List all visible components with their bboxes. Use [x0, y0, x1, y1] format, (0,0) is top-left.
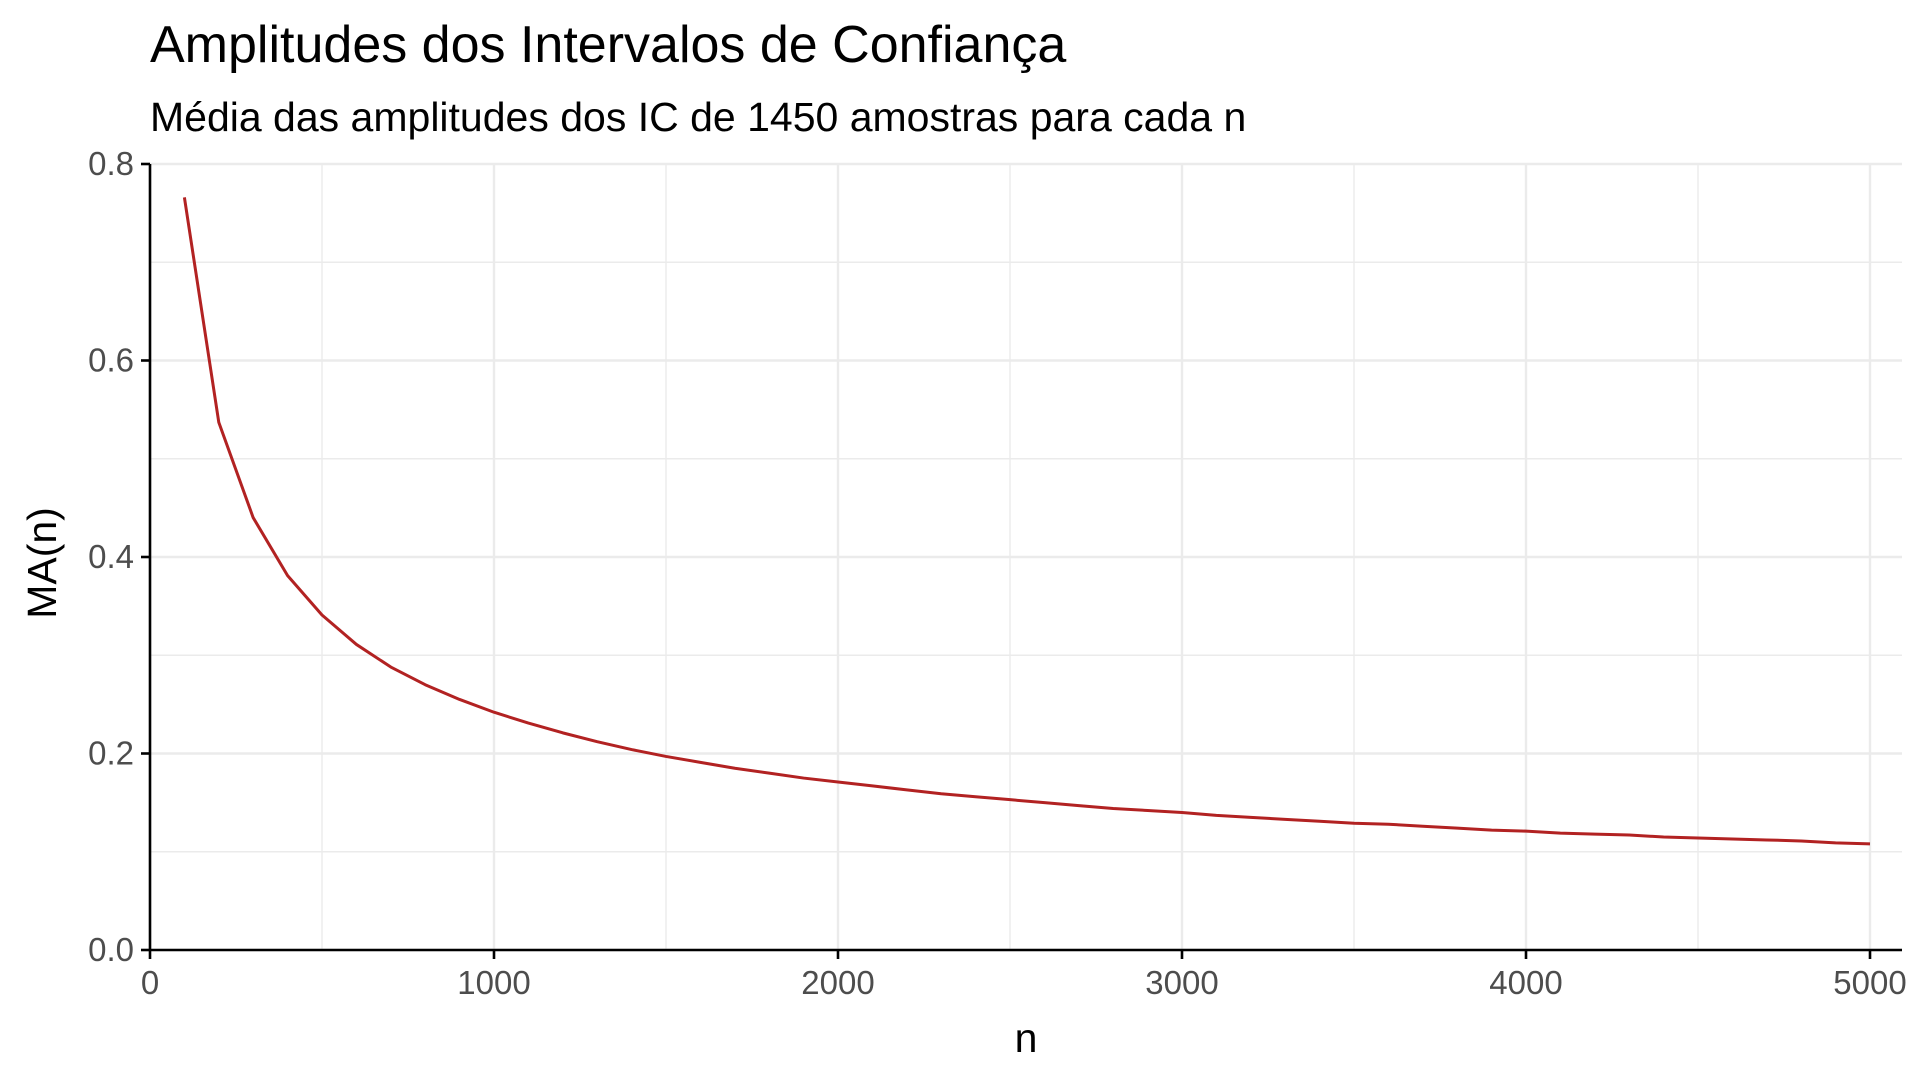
chart-title: Amplitudes dos Intervalos de Confiança	[150, 16, 1066, 74]
x-axis-title: n	[1015, 1015, 1038, 1061]
y-tick-label: 0.8	[88, 145, 134, 182]
y-axis-title: MA(n)	[19, 507, 65, 619]
y-tick-label: 0.6	[88, 342, 134, 379]
x-axis-ticks: 0 1000 2000 3000 4000 5000	[141, 950, 1907, 1001]
series-line	[182, 197, 1871, 846]
x-tick-label: 2000	[801, 964, 874, 1001]
y-axis-ticks: 0.0 0.2 0.4 0.6 0.8	[88, 145, 150, 968]
grid	[148, 162, 1902, 952]
x-tick-label: 5000	[1833, 964, 1906, 1001]
x-tick-label: 4000	[1489, 964, 1562, 1001]
y-tick-label: 0.0	[88, 931, 134, 968]
x-tick-label: 0	[141, 964, 159, 1001]
x-tick-label: 3000	[1145, 964, 1218, 1001]
x-tick-label: 1000	[457, 964, 530, 1001]
y-tick-label: 0.4	[88, 538, 134, 575]
y-tick-label: 0.2	[88, 735, 134, 772]
series-layer	[182, 197, 1871, 846]
chart-subtitle: Média das amplitudes dos IC de 1450 amos…	[150, 94, 1246, 140]
